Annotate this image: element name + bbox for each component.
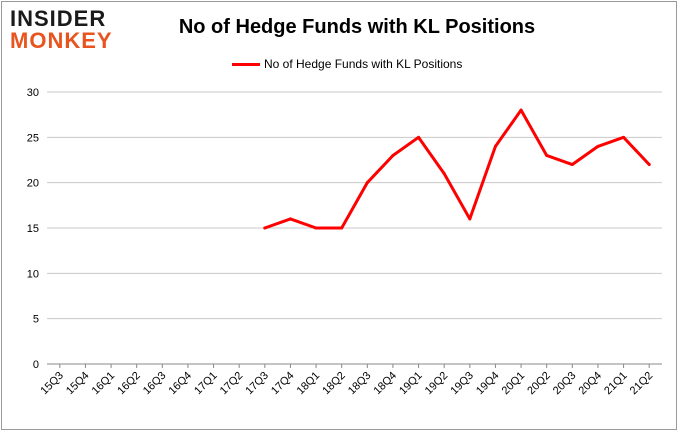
legend-label: No of Hedge Funds with KL Positions (264, 57, 463, 71)
legend-swatch (232, 62, 260, 66)
logo-line-2: MONKEY (10, 28, 113, 53)
data-point (288, 217, 292, 221)
data-point (468, 217, 472, 221)
x-tick-label: 15Q4 (64, 370, 92, 398)
data-point (365, 181, 369, 185)
x-tick-label: 18Q1 (295, 370, 323, 398)
x-tick-label: 17Q1 (192, 370, 220, 398)
y-tick-label: 0 (33, 359, 39, 371)
x-tick-label: 20Q3 (551, 370, 579, 398)
x-tick-label: 19Q2 (423, 370, 451, 398)
x-tick-label: 18Q2 (320, 370, 348, 398)
logo-line-1: INSIDER (10, 6, 107, 31)
x-tick-label: 15Q3 (38, 370, 66, 398)
x-tick-label: 20Q2 (525, 370, 553, 398)
x-tick-label: 16Q1 (90, 370, 118, 398)
x-tick-label: 20Q4 (577, 370, 605, 398)
y-tick-label: 30 (27, 87, 39, 99)
x-tick-label: 16Q3 (141, 370, 169, 398)
data-point (442, 172, 446, 176)
x-tick-label: 16Q4 (167, 370, 195, 398)
chart-title: No of Hedge Funds with KL Positions (178, 16, 536, 38)
x-tick-label: 21Q1 (602, 370, 630, 398)
data-point (570, 163, 574, 167)
data-point (647, 163, 651, 167)
chart-legend: No of Hedge Funds with KL Positions (232, 57, 462, 71)
data-point (596, 144, 600, 148)
data-point (545, 153, 549, 157)
y-tick-label: 20 (27, 178, 39, 190)
y-tick-label: 5 (33, 314, 39, 326)
data-point (519, 108, 523, 112)
data-point (391, 153, 395, 157)
x-tick-label: 19Q4 (474, 370, 502, 398)
x-tick-label: 19Q3 (448, 370, 476, 398)
x-tick-label: 17Q2 (218, 370, 246, 398)
x-tick-label: 21Q2 (628, 370, 656, 398)
x-tick-label: 20Q1 (500, 370, 528, 398)
data-point (263, 226, 267, 230)
y-tick-label: 10 (27, 268, 39, 280)
x-tick-label: 18Q4 (372, 370, 400, 398)
data-point (622, 135, 626, 139)
y-tick-label: 15 (27, 223, 39, 235)
x-tick-label: 17Q4 (269, 370, 297, 398)
data-point (340, 226, 344, 230)
data-point (417, 135, 421, 139)
series-line (263, 108, 651, 230)
x-tick-label: 18Q3 (346, 370, 374, 398)
x-tick-label: 17Q3 (243, 370, 271, 398)
x-tick-label: 19Q1 (397, 370, 425, 398)
data-point (493, 144, 497, 148)
y-tick-label: 25 (27, 132, 39, 144)
insider-monkey-logo: INSIDER MONKEY (10, 8, 130, 58)
data-point (314, 226, 318, 230)
x-tick-label: 16Q2 (115, 370, 143, 398)
